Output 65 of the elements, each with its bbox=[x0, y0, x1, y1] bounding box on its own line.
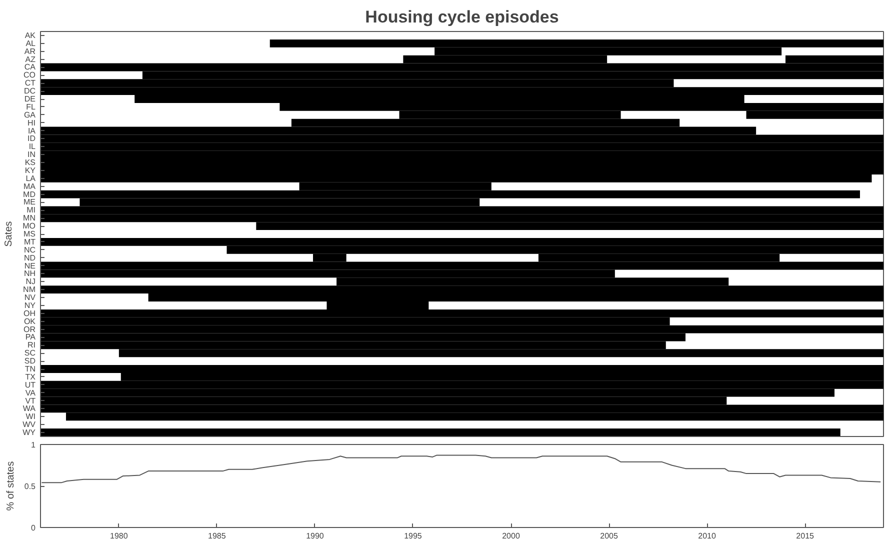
y-tick-label: WI bbox=[26, 412, 36, 422]
y-tick-label: MT bbox=[24, 237, 36, 246]
y-tick-label: MO bbox=[22, 222, 36, 231]
y-tick-label: FL bbox=[26, 102, 36, 112]
y-tick-label: SD bbox=[24, 356, 36, 366]
y-tick-label: UT bbox=[24, 380, 36, 390]
y-tick-label: SC bbox=[24, 348, 36, 358]
x-tick-label: 2000 bbox=[502, 532, 520, 540]
y-tick-label: AL bbox=[26, 38, 36, 48]
y-tick-label: IN bbox=[28, 150, 36, 160]
y-tick-label: NH bbox=[24, 269, 36, 278]
y-tick-label: MS bbox=[24, 230, 36, 238]
y-tick-label: OR bbox=[24, 324, 36, 334]
y-tick-label: HI bbox=[28, 118, 36, 128]
y-tick-label: OH bbox=[24, 308, 36, 318]
y-tick-label: MA bbox=[24, 182, 36, 191]
y-tick-label: NV bbox=[24, 293, 36, 302]
y-tick-label: AR bbox=[24, 46, 36, 56]
y-tick-label: TN bbox=[24, 364, 36, 374]
y-tick-label: PA bbox=[25, 332, 36, 342]
y-tick-label: AZ bbox=[25, 54, 36, 64]
y-tick-label: CO bbox=[24, 70, 36, 80]
y-tick-label: VA bbox=[25, 388, 36, 398]
y-tick-label: GA bbox=[24, 110, 36, 120]
y-tick-label: NC bbox=[24, 245, 36, 254]
y-tick-label: NY bbox=[24, 300, 36, 310]
y-tick-label: MI bbox=[26, 206, 36, 215]
x-tick-label: 2010 bbox=[698, 532, 717, 540]
y-tick-label: IA bbox=[28, 126, 36, 136]
y-tick-label: 0.5 bbox=[24, 482, 36, 491]
x-tick-label: 2015 bbox=[796, 532, 815, 540]
y-tick-label: KS bbox=[24, 158, 36, 168]
y-tick-label: MD bbox=[23, 190, 36, 199]
y-tick-label: ND bbox=[24, 253, 36, 262]
x-tick-label: 1980 bbox=[110, 532, 128, 540]
y-tick-label: WY bbox=[22, 428, 36, 438]
y-tick-label: CT bbox=[24, 78, 36, 88]
y-tick-label: ME bbox=[24, 198, 36, 207]
y-tick-label: NE bbox=[24, 261, 36, 270]
y-tick-label: WA bbox=[22, 404, 36, 414]
y-tick-label: TX bbox=[25, 372, 36, 382]
y-tick-label: 0 bbox=[31, 524, 36, 532]
y-tick-label: LA bbox=[26, 174, 36, 183]
y-tick-label: ID bbox=[28, 134, 36, 144]
x-tick-label: 2005 bbox=[600, 532, 618, 540]
y-tick-label: MN bbox=[23, 214, 36, 223]
x-tick-label: 1990 bbox=[306, 532, 324, 540]
y-tick-label: KY bbox=[24, 166, 36, 175]
y-tick-label: NJ bbox=[26, 277, 36, 286]
chart-title: Housing cycle episodes bbox=[365, 8, 559, 26]
y-axis-title: Sates bbox=[4, 221, 15, 247]
y-tick-label: NM bbox=[23, 285, 36, 294]
y-tick-label: IL bbox=[28, 142, 36, 152]
y-axis-title: % of states bbox=[5, 461, 16, 511]
y-tick-label: DC bbox=[24, 86, 36, 96]
y-tick-label: AK bbox=[24, 30, 36, 40]
y-tick-label: CA bbox=[24, 62, 36, 72]
x-tick-label: 1995 bbox=[404, 532, 422, 540]
y-tick-label: 1 bbox=[31, 440, 36, 450]
y-tick-label: RI bbox=[28, 340, 36, 350]
y-tick-label: VT bbox=[25, 396, 36, 406]
y-tick-label: WV bbox=[22, 420, 36, 430]
y-tick-label: DE bbox=[24, 94, 36, 104]
x-tick-label: 1985 bbox=[208, 532, 226, 540]
y-tick-label: OK bbox=[24, 316, 36, 326]
